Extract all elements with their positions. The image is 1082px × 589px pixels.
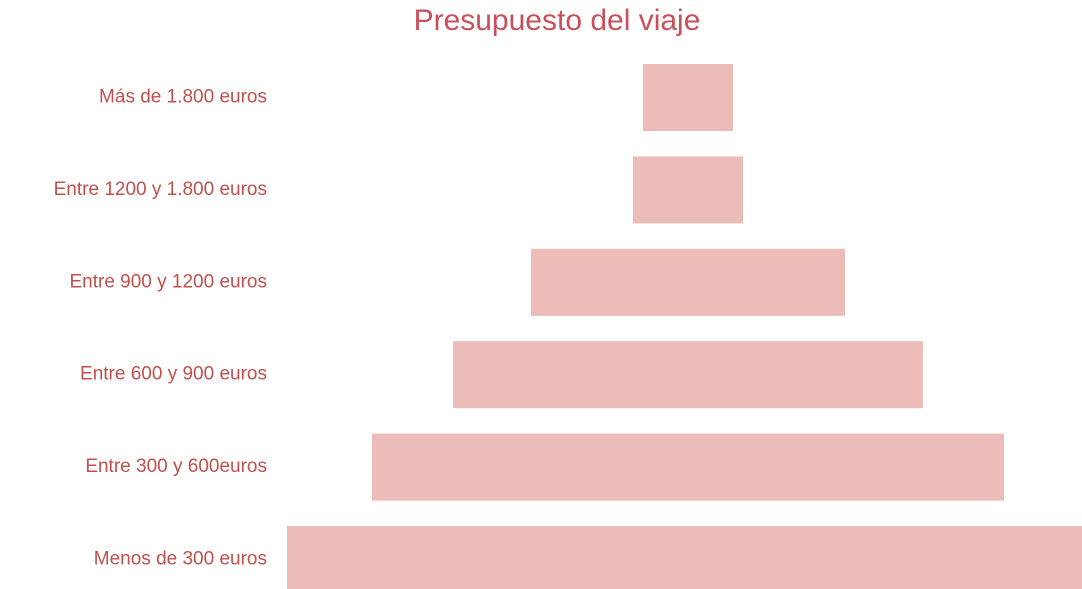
bar <box>643 64 733 131</box>
bar <box>633 156 743 224</box>
category-label: Entre 900 y 1200 euros <box>69 271 267 292</box>
category-label: Entre 600 y 900 euros <box>80 364 267 385</box>
bar <box>287 526 1082 589</box>
category-label: Menos de 300 euros <box>94 549 267 570</box>
category-label: Entre 1200 y 1.800 euros <box>54 179 267 200</box>
bar <box>453 341 923 409</box>
bar <box>372 433 1004 501</box>
category-label: Más de 1.800 euros <box>99 87 267 108</box>
chart-title: Presupuesto del viaje <box>414 4 701 37</box>
category-label: Entre 300 y 600euros <box>85 456 267 477</box>
bar <box>531 248 845 316</box>
